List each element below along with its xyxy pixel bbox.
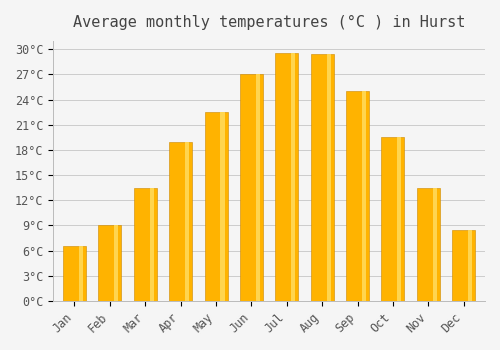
Bar (256, 75, 260, 301)
Bar (382, 138, 404, 301)
Bar (169, 142, 192, 301)
Bar (346, 91, 369, 301)
Bar (291, 54, 296, 301)
Bar (240, 75, 263, 301)
Bar (417, 188, 440, 301)
Bar (326, 54, 330, 301)
Bar (452, 230, 475, 301)
Bar (310, 54, 334, 301)
Bar (79, 246, 83, 301)
Bar (362, 91, 366, 301)
Bar (98, 225, 122, 301)
Bar (276, 54, 298, 301)
Bar (468, 230, 472, 301)
Bar (150, 188, 154, 301)
Bar (220, 112, 224, 301)
Title: Average monthly temperatures (°C ) in Hurst: Average monthly temperatures (°C ) in Hu… (73, 15, 466, 30)
Bar (432, 188, 437, 301)
Bar (134, 188, 156, 301)
Bar (63, 246, 86, 301)
Bar (114, 225, 118, 301)
Bar (204, 112, 228, 301)
Bar (398, 138, 402, 301)
Bar (185, 142, 189, 301)
